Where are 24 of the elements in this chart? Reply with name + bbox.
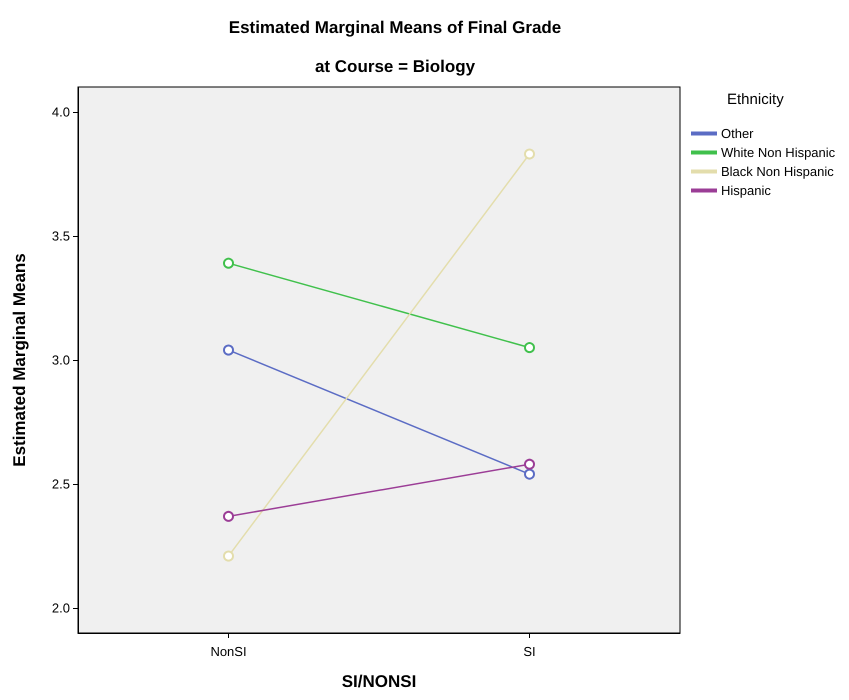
point (524, 458, 535, 470)
y-axis-title: Estimated Marginal Means (10, 253, 29, 467)
legend-label: Black Non Hispanic (721, 164, 834, 179)
chart-title: Estimated Marginal Means of Final Grade (228, 18, 562, 37)
point (223, 344, 234, 356)
x-tick-label: NonSI (210, 644, 247, 659)
x-axis-title: SI/NONSI (342, 672, 416, 691)
point (223, 510, 234, 522)
y-tick-label: 2.0 (52, 600, 70, 616)
point (223, 550, 234, 562)
point (524, 342, 535, 354)
chart-subtitle: at Course = Biology (314, 57, 476, 76)
point (223, 258, 234, 269)
y-tick-label: 3.0 (52, 352, 70, 368)
y-tick-label: 4.0 (52, 104, 70, 120)
y-tick-label: 2.5 (52, 476, 70, 492)
legend-label: Other (721, 126, 754, 141)
legend-label: White Non Hispanic (721, 145, 836, 160)
legend-title: Ethnicity (727, 91, 784, 108)
y-tick-label: 3.5 (52, 228, 70, 244)
x-tick-label: SI (523, 644, 536, 659)
point (524, 468, 535, 480)
point (524, 148, 535, 160)
legend-label: Hispanic (721, 183, 772, 198)
